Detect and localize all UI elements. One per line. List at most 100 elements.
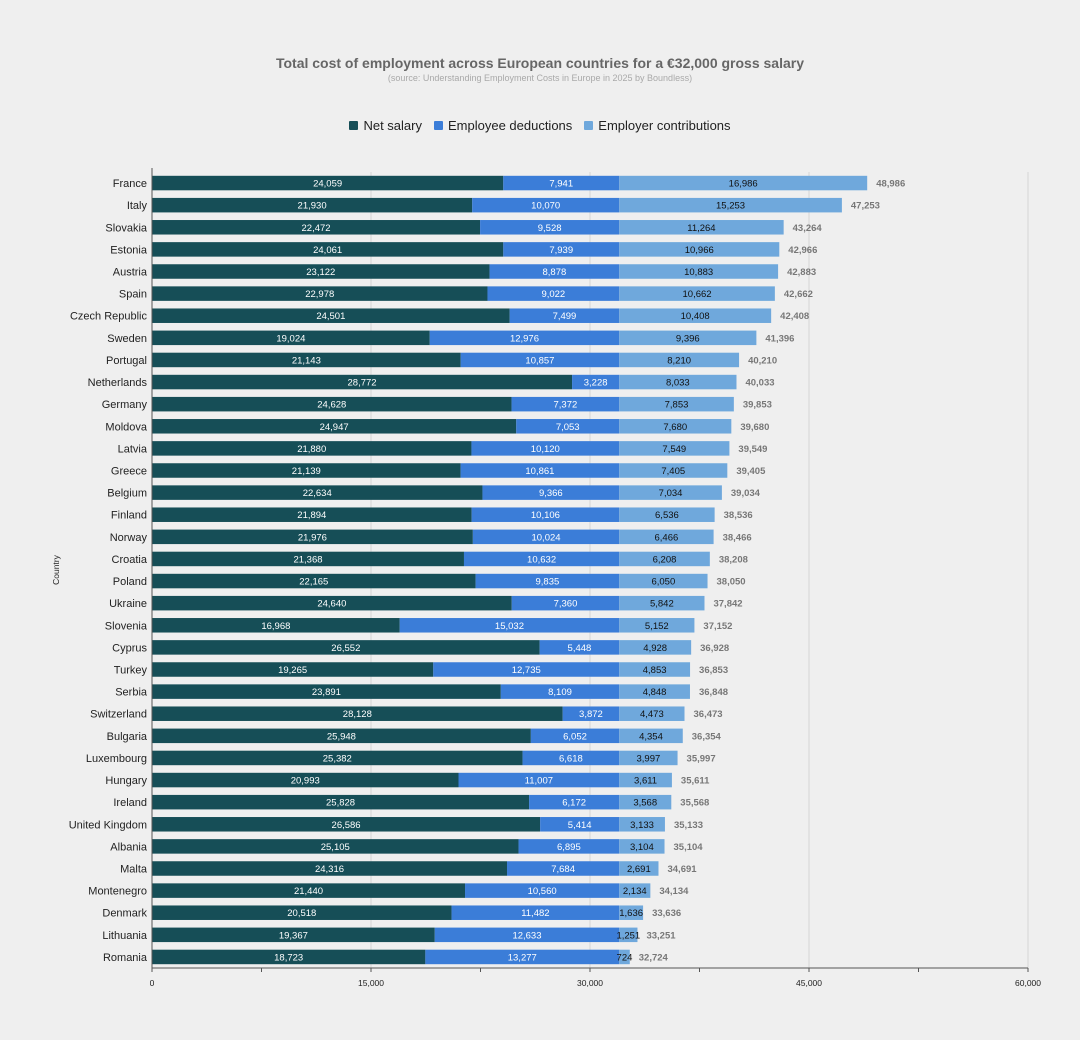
bar-net-salary-lithuania xyxy=(152,927,435,943)
bar-net-salary-germany xyxy=(152,396,512,412)
data-label-net-salary: 22,634 xyxy=(303,488,332,499)
bar-employee-deductions-denmark xyxy=(451,905,620,920)
data-label-employee-deductions: 8,878 xyxy=(543,267,567,278)
bar-employee-deductions-germany xyxy=(511,396,620,412)
category-label-hungary: Hungary xyxy=(105,775,147,787)
bar-net-salary-spain xyxy=(152,286,488,301)
data-label-net-salary: 26,552 xyxy=(331,643,360,654)
data-label-employee-deductions: 10,861 xyxy=(525,466,554,477)
total-label: 35,611 xyxy=(681,776,710,787)
data-label-net-salary: 21,880 xyxy=(297,444,326,455)
bar-employee-deductions-montenegro xyxy=(465,883,620,898)
data-label-net-salary: 21,930 xyxy=(298,201,327,212)
data-label-employer-contributions: 10,662 xyxy=(683,289,712,300)
x-tick-label: 15,000 xyxy=(358,978,384,988)
legend-item-net-salary[interactable]: Net salary xyxy=(349,118,422,133)
bar-employee-deductions-austria xyxy=(489,264,620,279)
category-label-serbia: Serbia xyxy=(115,687,148,699)
bar-net-salary-serbia xyxy=(152,684,501,699)
total-label: 36,848 xyxy=(699,687,728,698)
bar-employer-contributions-serbia xyxy=(619,684,690,699)
bar-employer-contributions-netherlands xyxy=(619,374,737,390)
bar-net-salary-ireland xyxy=(152,794,530,810)
data-label-employee-deductions: 7,941 xyxy=(549,179,573,190)
bar-employer-contributions-belgium xyxy=(619,485,722,500)
bar-employer-contributions-greece xyxy=(619,463,728,478)
bar-employee-deductions-bulgaria xyxy=(530,728,620,744)
total-label: 36,354 xyxy=(692,731,722,742)
total-label: 36,853 xyxy=(699,665,728,676)
bar-employee-deductions-italy xyxy=(472,197,620,213)
data-label-net-salary: 24,640 xyxy=(317,599,346,610)
data-label-employee-deductions: 7,372 xyxy=(553,400,577,411)
bar-employer-contributions-luxembourg xyxy=(619,750,678,766)
data-label-employer-contributions: 10,408 xyxy=(681,311,710,322)
data-label-net-salary: 20,993 xyxy=(291,776,320,787)
data-label-employee-deductions: 10,106 xyxy=(531,510,560,521)
total-label: 36,928 xyxy=(700,643,729,654)
category-label-austria: Austria xyxy=(113,267,148,279)
bar-employer-contributions-slovenia xyxy=(619,618,695,633)
data-label-employee-deductions: 9,022 xyxy=(541,289,565,300)
data-label-net-salary: 21,440 xyxy=(294,886,323,897)
bar-net-salary-latvia xyxy=(152,441,472,456)
bar-employer-contributions-moldova xyxy=(619,419,732,434)
bar-employer-contributions-slovakia xyxy=(619,220,784,235)
data-label-employee-deductions: 6,618 xyxy=(559,753,583,764)
total-label: 42,662 xyxy=(784,289,813,300)
data-label-employer-contributions: 3,104 xyxy=(630,842,654,853)
data-label-employee-deductions: 3,872 xyxy=(579,709,603,720)
total-label: 40,210 xyxy=(748,355,777,366)
total-label: 35,133 xyxy=(674,820,703,831)
data-label-employer-contributions: 5,152 xyxy=(645,621,669,632)
bar-net-salary-slovenia xyxy=(152,618,400,633)
bar-employer-contributions-sweden xyxy=(619,330,757,346)
bar-net-salary-estonia xyxy=(152,242,504,257)
bar-employee-deductions-albania xyxy=(518,839,620,854)
category-label-croatia: Croatia xyxy=(112,554,148,566)
bar-employee-deductions-slovenia xyxy=(399,618,620,633)
bar-employer-contributions-italy xyxy=(619,197,842,213)
legend-label-employee-deductions: Employee deductions xyxy=(447,118,573,133)
category-label-ireland: Ireland xyxy=(113,797,147,809)
data-label-net-salary: 25,382 xyxy=(323,753,352,764)
category-label-portugal: Portugal xyxy=(106,355,147,367)
data-label-employee-deductions: 13,277 xyxy=(508,952,537,963)
bar-net-salary-france xyxy=(152,175,504,191)
bar-employer-contributions-norway xyxy=(619,529,714,545)
data-label-employer-contributions: 724 xyxy=(617,952,633,963)
data-label-net-salary: 21,894 xyxy=(297,510,326,521)
bar-employer-contributions-austria xyxy=(619,264,779,279)
bar-employee-deductions-malta xyxy=(507,861,620,876)
data-label-employer-contributions: 6,466 xyxy=(655,532,679,543)
data-label-employer-contributions: 7,034 xyxy=(659,488,683,499)
legend-item-employee-deductions[interactable]: Employee deductions xyxy=(433,118,573,133)
data-label-employer-contributions: 10,966 xyxy=(685,245,714,256)
data-label-employee-deductions: 5,448 xyxy=(568,643,592,654)
bar-net-salary-turkey xyxy=(152,662,434,677)
data-label-employer-contributions: 2,691 xyxy=(627,864,651,875)
data-label-employer-contributions: 1,251 xyxy=(616,930,640,941)
category-label-estonia: Estonia xyxy=(110,244,148,256)
total-label: 35,104 xyxy=(674,842,704,853)
legend-item-employer-contributions[interactable]: Employer contributions xyxy=(584,118,731,133)
bar-employee-deductions-moldova xyxy=(516,419,620,434)
data-label-net-salary: 21,143 xyxy=(292,355,321,366)
bar-employee-deductions-ukraine xyxy=(511,595,620,611)
total-label: 48,986 xyxy=(876,179,905,190)
total-label: 38,466 xyxy=(723,532,752,543)
data-label-employee-deductions: 6,052 xyxy=(563,731,587,742)
total-label: 39,549 xyxy=(738,444,767,455)
data-label-employee-deductions: 15,032 xyxy=(495,621,524,632)
bar-employer-contributions-latvia xyxy=(619,441,730,456)
bar-net-salary-denmark xyxy=(152,905,452,920)
bar-employer-contributions-united-kingdom xyxy=(619,817,665,832)
data-label-employer-contributions: 8,210 xyxy=(667,355,691,366)
data-label-employer-contributions: 15,253 xyxy=(716,201,745,212)
data-label-employee-deductions: 10,632 xyxy=(527,554,556,565)
bar-employee-deductions-romania xyxy=(425,949,620,965)
bar-employer-contributions-denmark xyxy=(619,905,644,920)
category-label-italy: Italy xyxy=(127,200,148,212)
bar-net-salary-albania xyxy=(152,839,519,854)
